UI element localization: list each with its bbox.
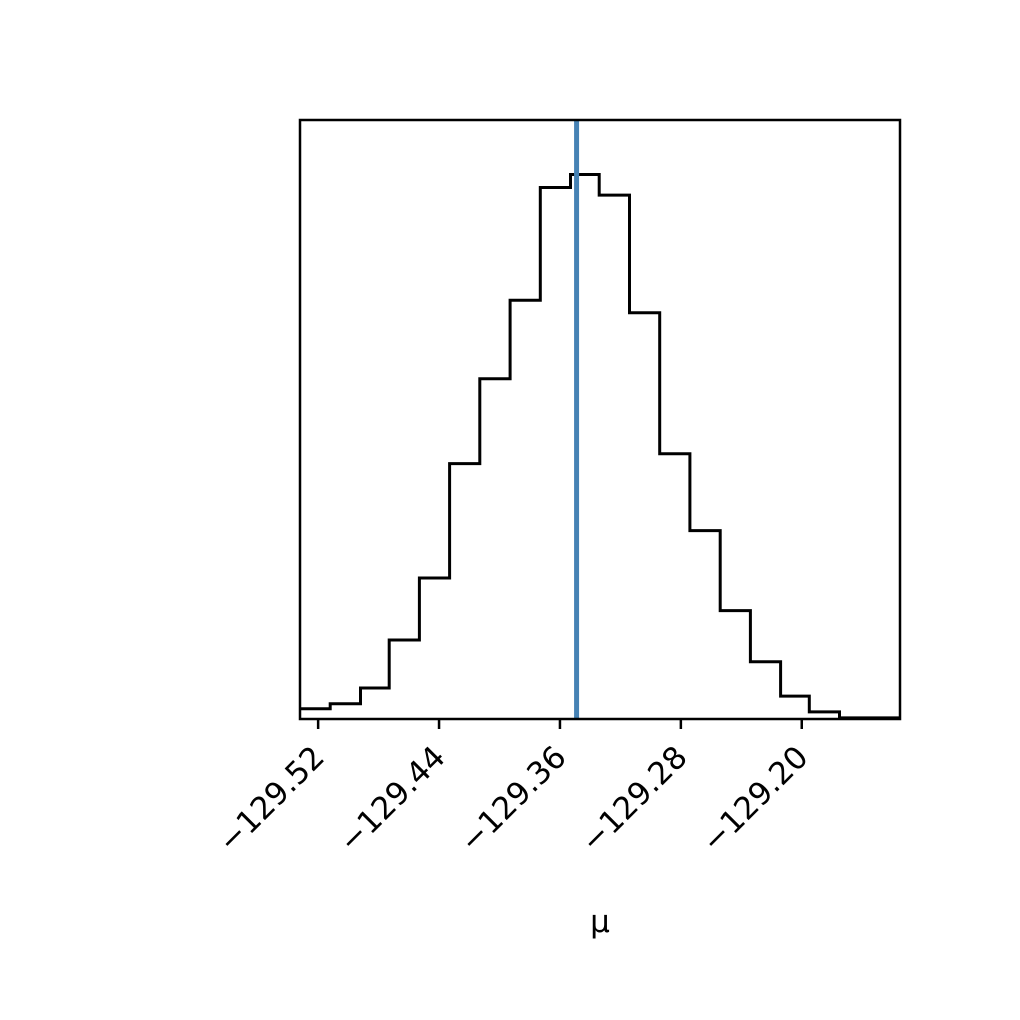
histogram-bin-1 <box>330 704 360 719</box>
histogram-bin-12 <box>660 454 690 719</box>
histogram-bin-7 <box>510 300 540 719</box>
histogram-bin-8 <box>540 188 570 719</box>
x-tick-label-1: −129.44 <box>332 739 453 860</box>
histogram-bin-4 <box>419 578 449 719</box>
histogram-bin-5 <box>450 464 480 719</box>
histogram-bin-13 <box>690 531 720 719</box>
histogram-bin-14 <box>720 611 750 719</box>
histogram-bin-0 <box>300 709 330 719</box>
histogram-bin-3 <box>389 640 419 719</box>
x-axis: −129.52 −129.44 −129.36 −129.28 −129.20 <box>211 719 815 860</box>
x-tick-label-4: −129.20 <box>695 739 816 860</box>
histogram-bin-16 <box>781 696 810 719</box>
x-axis-label: μ <box>590 904 610 940</box>
histogram-outline <box>300 173 900 720</box>
histogram-bin-6 <box>480 379 510 719</box>
plot-area <box>298 118 902 721</box>
histogram-bin-11 <box>629 313 659 719</box>
plot-frame <box>298 118 902 721</box>
x-tick-label-3: −129.28 <box>574 739 695 860</box>
histogram-bin-2 <box>360 688 389 719</box>
histogram-bin-15 <box>750 662 780 719</box>
x-tick-label-0: −129.52 <box>211 739 332 860</box>
x-tick-label-2: −129.36 <box>453 739 574 860</box>
histogram-bin-10 <box>599 195 629 719</box>
